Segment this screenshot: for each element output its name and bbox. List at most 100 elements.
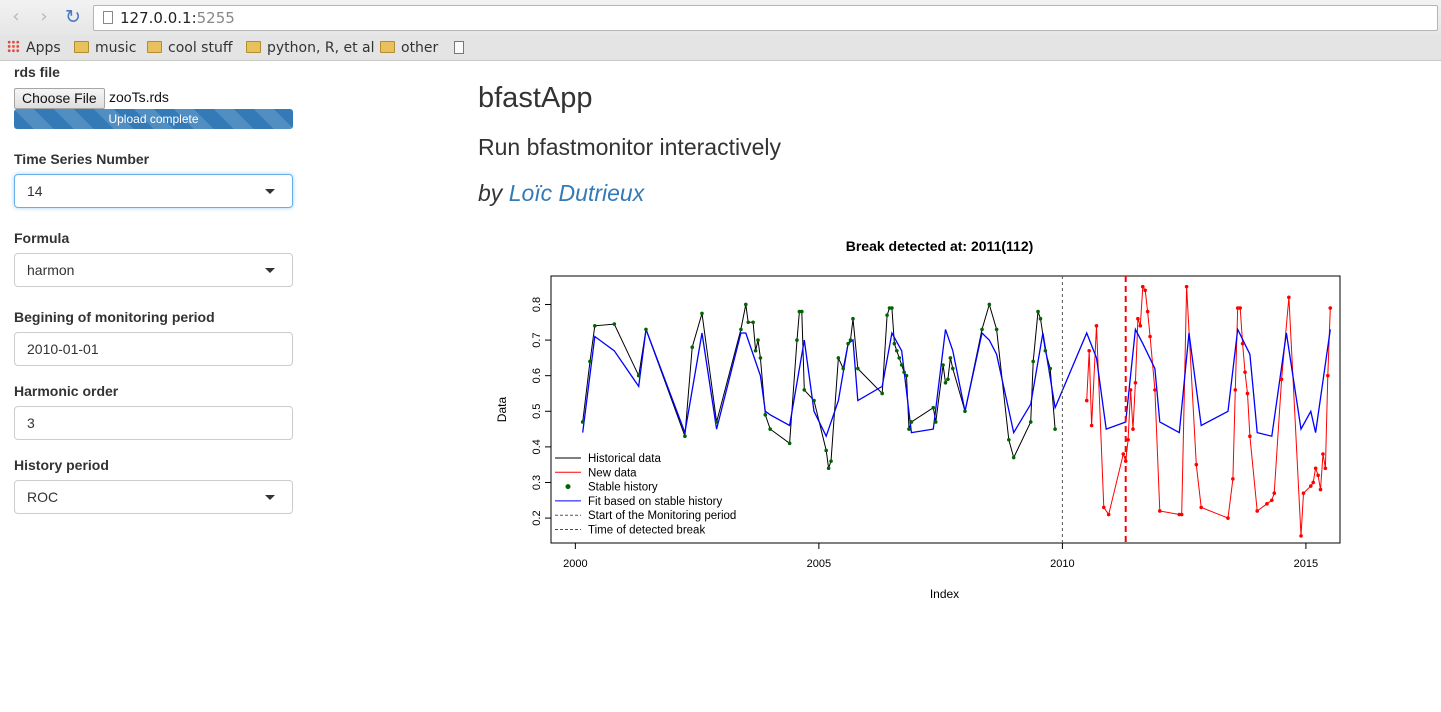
new-data-point — [1136, 316, 1140, 321]
author-link[interactable]: Loïc Dutrieux — [508, 180, 645, 206]
folder-icon — [380, 41, 395, 53]
begin-date-input[interactable]: 2010-01-01 — [14, 332, 293, 366]
stable-history-point — [907, 427, 911, 431]
stable-history-point — [802, 388, 807, 392]
stable-history-point — [931, 405, 936, 410]
upload-progress-bar: Upload complete — [14, 109, 293, 129]
formula-select[interactable]: harmon — [14, 253, 293, 287]
bookmark-music[interactable]: music — [74, 38, 136, 58]
new-data-point — [1106, 512, 1111, 517]
new-data-point — [1126, 437, 1130, 442]
stable-history-point — [902, 370, 906, 374]
bookmark-other[interactable]: other — [380, 38, 438, 58]
new-data-point — [1143, 288, 1147, 293]
x-tick-label: 2000 — [563, 558, 587, 570]
new-data-point — [1094, 324, 1099, 328]
new-data-point — [1301, 491, 1306, 495]
y-tick-label: 0.5 — [531, 404, 543, 419]
stable-history-point — [753, 348, 758, 353]
new-data-point — [1184, 284, 1189, 289]
ts-number-select[interactable]: 14 — [14, 174, 293, 208]
stable-history-point — [1031, 359, 1035, 364]
stable-history-point — [894, 348, 899, 353]
apps-grid-icon — [7, 40, 20, 53]
stable-history-point — [951, 366, 955, 371]
stable-history-point — [746, 320, 751, 325]
history-label: History period — [14, 457, 109, 473]
bookmark-apps[interactable]: Apps — [7, 38, 61, 58]
history-value: ROC — [27, 489, 59, 505]
new-data-point — [1194, 462, 1199, 467]
stable-history-point — [593, 324, 597, 328]
stable-history-point — [897, 356, 902, 360]
new-data-point — [1131, 427, 1135, 431]
stable-history-point — [768, 427, 772, 431]
new-data-point — [1084, 398, 1089, 403]
harmonic-order-input[interactable]: 3 — [14, 406, 293, 440]
y-tick-label: 0.3 — [531, 475, 543, 490]
stable-history-point — [963, 409, 967, 414]
reload-icon[interactable]: ↻ — [65, 6, 81, 28]
stable-history-point — [948, 356, 953, 360]
folder-icon — [147, 41, 162, 53]
stable-history-point — [841, 366, 846, 371]
x-tick-label: 2005 — [807, 558, 831, 570]
new-data-point — [1243, 370, 1247, 374]
stable-history-point — [1007, 437, 1011, 442]
file-input: Choose File zooTs.rds — [14, 88, 294, 110]
stable-history-point — [1053, 427, 1057, 431]
new-data-point — [1238, 306, 1242, 310]
stable-history-point — [795, 338, 799, 342]
stable-history-point — [1038, 316, 1043, 321]
stable-history-point — [848, 338, 853, 342]
stable-history-point — [933, 420, 938, 424]
caret-down-icon — [265, 189, 275, 194]
stable-history-point — [824, 448, 828, 453]
stable-history-point — [1011, 455, 1016, 460]
stable-history-point — [829, 459, 833, 463]
legend-label: Fit based on stable history — [588, 496, 722, 508]
stable-history-point — [758, 356, 763, 360]
forward-arrow-icon[interactable]: › — [40, 6, 48, 27]
new-data-point — [1255, 509, 1260, 513]
new-data-point — [1138, 324, 1143, 328]
stable-history-point — [909, 420, 914, 424]
stable-history-point — [1048, 366, 1053, 371]
new-data-point — [1087, 348, 1091, 353]
bookmark-python-r[interactable]: python, R, et al — [246, 38, 375, 58]
harmonic-label: Harmonic order — [14, 383, 119, 399]
stable-history-point — [714, 420, 719, 424]
new-data-point — [1323, 466, 1328, 471]
stable-history-point — [800, 309, 804, 314]
new-data-point — [1089, 423, 1094, 428]
new-data-point — [1133, 381, 1138, 385]
stable-history-point — [739, 327, 743, 332]
stable-history-point — [899, 363, 904, 367]
back-arrow-icon[interactable]: ‹ — [12, 6, 20, 27]
begin-label: Begining of monitoring period — [14, 309, 215, 325]
page-title: bfastApp — [478, 82, 593, 114]
new-data-point — [1157, 509, 1162, 513]
address-bar[interactable]: 127.0.0.1:5255 — [93, 5, 1438, 31]
page-icon — [103, 11, 113, 24]
stable-history-point — [751, 320, 755, 325]
new-data-point — [1265, 502, 1269, 506]
new-data-point — [1145, 309, 1150, 314]
new-data-point — [1240, 341, 1245, 346]
new-data-point — [1321, 452, 1325, 456]
new-data-point — [1179, 512, 1184, 517]
choose-file-button[interactable]: Choose File — [14, 88, 105, 109]
new-data-point — [1270, 498, 1274, 503]
stable-history-point — [644, 327, 648, 332]
plot-frame — [550, 275, 1341, 544]
new-data-point — [1318, 487, 1323, 492]
bookmarks-bar: Apps music cool stuff python, R, et al o… — [0, 35, 1441, 61]
file-name: zooTs.rds — [109, 89, 169, 105]
stable-history-point — [994, 327, 999, 332]
folder-icon — [246, 41, 261, 53]
stable-history-point — [836, 356, 841, 360]
folder-icon — [74, 41, 89, 53]
history-select[interactable]: ROC — [14, 480, 293, 514]
bookmark-cool-stuff[interactable]: cool stuff — [147, 38, 232, 58]
bookmark-page[interactable] — [454, 40, 464, 60]
